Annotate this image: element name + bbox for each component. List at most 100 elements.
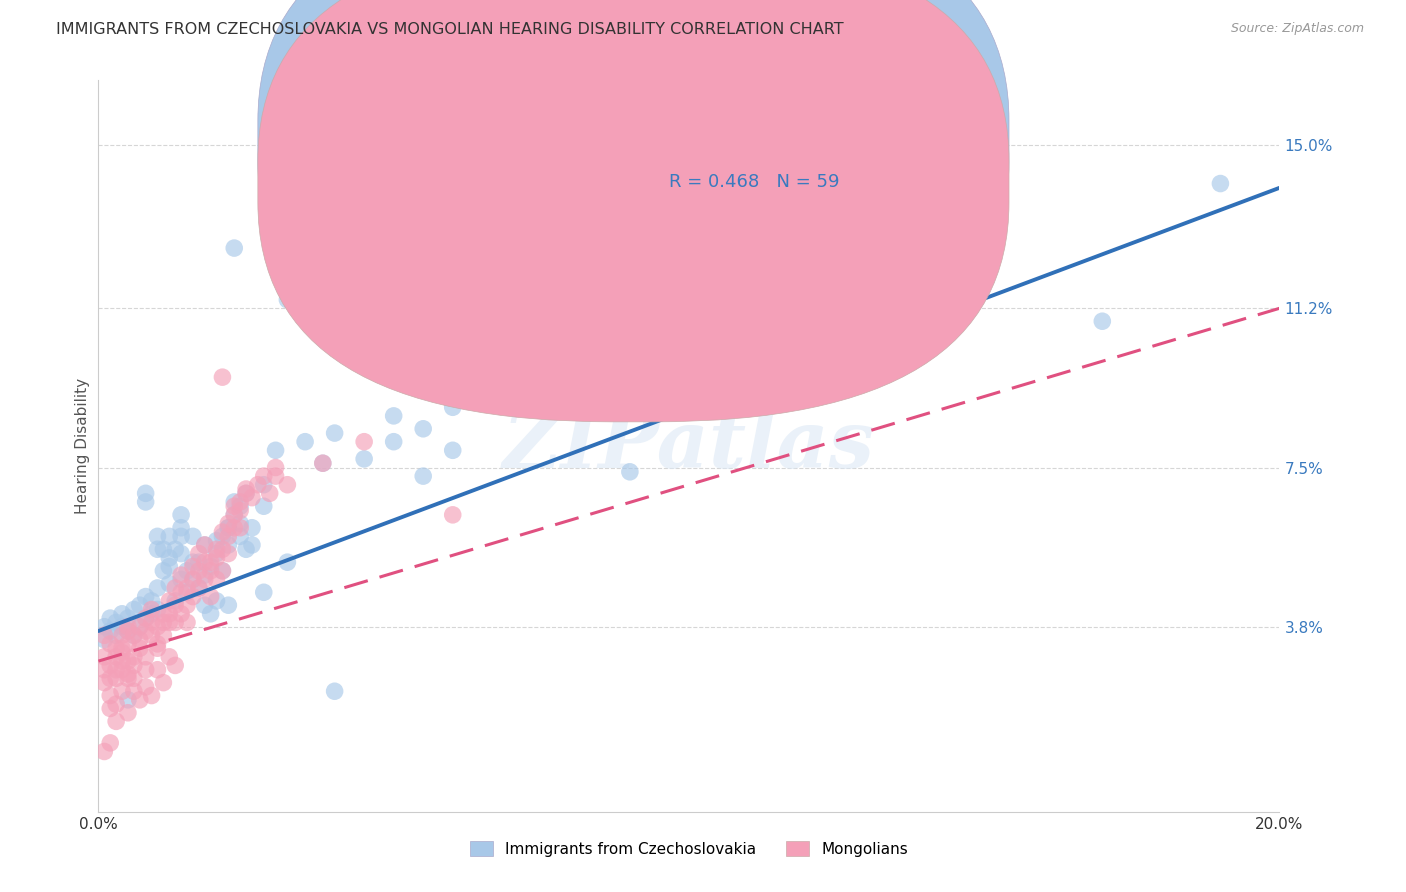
Point — [141, 689, 163, 703]
Point — [128, 620, 150, 634]
Point — [170, 547, 193, 561]
Point — [165, 542, 187, 557]
Point — [412, 422, 434, 436]
Point — [105, 714, 128, 729]
Point — [501, 335, 523, 350]
Point — [98, 736, 121, 750]
Point — [146, 602, 169, 616]
Point — [165, 594, 187, 608]
Point — [157, 594, 180, 608]
Text: R = 0.509   N = 64: R = 0.509 N = 64 — [669, 132, 839, 151]
Point — [229, 495, 252, 509]
Point — [152, 628, 174, 642]
Point — [128, 641, 150, 656]
Point — [205, 594, 228, 608]
Point — [229, 503, 252, 517]
Point — [117, 620, 139, 634]
Point — [105, 615, 128, 630]
Point — [194, 573, 217, 587]
Point — [353, 451, 375, 466]
Point — [181, 529, 204, 543]
Point — [235, 486, 257, 500]
Point — [170, 607, 193, 621]
Point — [93, 675, 115, 690]
Point — [205, 533, 228, 548]
Point — [217, 538, 239, 552]
Point — [105, 671, 128, 685]
Point — [111, 684, 134, 698]
Point — [240, 538, 263, 552]
Point — [619, 465, 641, 479]
Point — [200, 590, 222, 604]
Text: IMMIGRANTS FROM CZECHOSLOVAKIA VS MONGOLIAN HEARING DISABILITY CORRELATION CHART: IMMIGRANTS FROM CZECHOSLOVAKIA VS MONGOL… — [56, 22, 844, 37]
Point — [246, 477, 269, 491]
Point — [93, 632, 115, 647]
Point — [200, 559, 222, 574]
Point — [187, 581, 209, 595]
Point — [135, 680, 157, 694]
Point — [170, 529, 193, 543]
Point — [146, 581, 169, 595]
Point — [235, 542, 257, 557]
Point — [135, 486, 157, 500]
Point — [152, 607, 174, 621]
Point — [224, 508, 246, 522]
Point — [205, 542, 228, 557]
Point — [117, 693, 139, 707]
Point — [152, 675, 174, 690]
Point — [146, 620, 169, 634]
Point — [111, 663, 134, 677]
Point — [105, 641, 128, 656]
Point — [217, 521, 239, 535]
Point — [194, 598, 217, 612]
Point — [141, 602, 163, 616]
Text: Source: ZipAtlas.com: Source: ZipAtlas.com — [1230, 22, 1364, 36]
Point — [224, 500, 246, 514]
Point — [312, 456, 335, 470]
Point — [382, 409, 405, 423]
Point — [170, 568, 193, 582]
Point — [135, 663, 157, 677]
FancyBboxPatch shape — [257, 0, 1010, 422]
Point — [128, 693, 150, 707]
Point — [141, 615, 163, 630]
Point — [98, 611, 121, 625]
Point — [122, 649, 145, 664]
Point — [111, 628, 134, 642]
Point — [170, 585, 193, 599]
Point — [98, 637, 121, 651]
Point — [135, 611, 157, 625]
Point — [122, 628, 145, 642]
Point — [122, 684, 145, 698]
Point — [111, 654, 134, 668]
Point — [259, 486, 281, 500]
Point — [128, 632, 150, 647]
Point — [187, 581, 209, 595]
Point — [205, 573, 228, 587]
Point — [235, 486, 257, 500]
Point — [146, 637, 169, 651]
Point — [98, 658, 121, 673]
Point — [217, 516, 239, 531]
Point — [152, 564, 174, 578]
Point — [194, 538, 217, 552]
Point — [276, 555, 298, 569]
Point — [176, 585, 198, 599]
Point — [224, 521, 246, 535]
Point — [128, 620, 150, 634]
Point — [240, 521, 263, 535]
Point — [165, 658, 187, 673]
Point — [253, 469, 276, 483]
Point — [157, 607, 180, 621]
Point — [135, 590, 157, 604]
Point — [1209, 177, 1232, 191]
Point — [165, 581, 187, 595]
Point — [264, 460, 287, 475]
Point — [111, 641, 134, 656]
Point — [117, 671, 139, 685]
Point — [170, 508, 193, 522]
Point — [229, 516, 252, 531]
Point — [224, 508, 246, 522]
Point — [105, 649, 128, 664]
Point — [152, 542, 174, 557]
